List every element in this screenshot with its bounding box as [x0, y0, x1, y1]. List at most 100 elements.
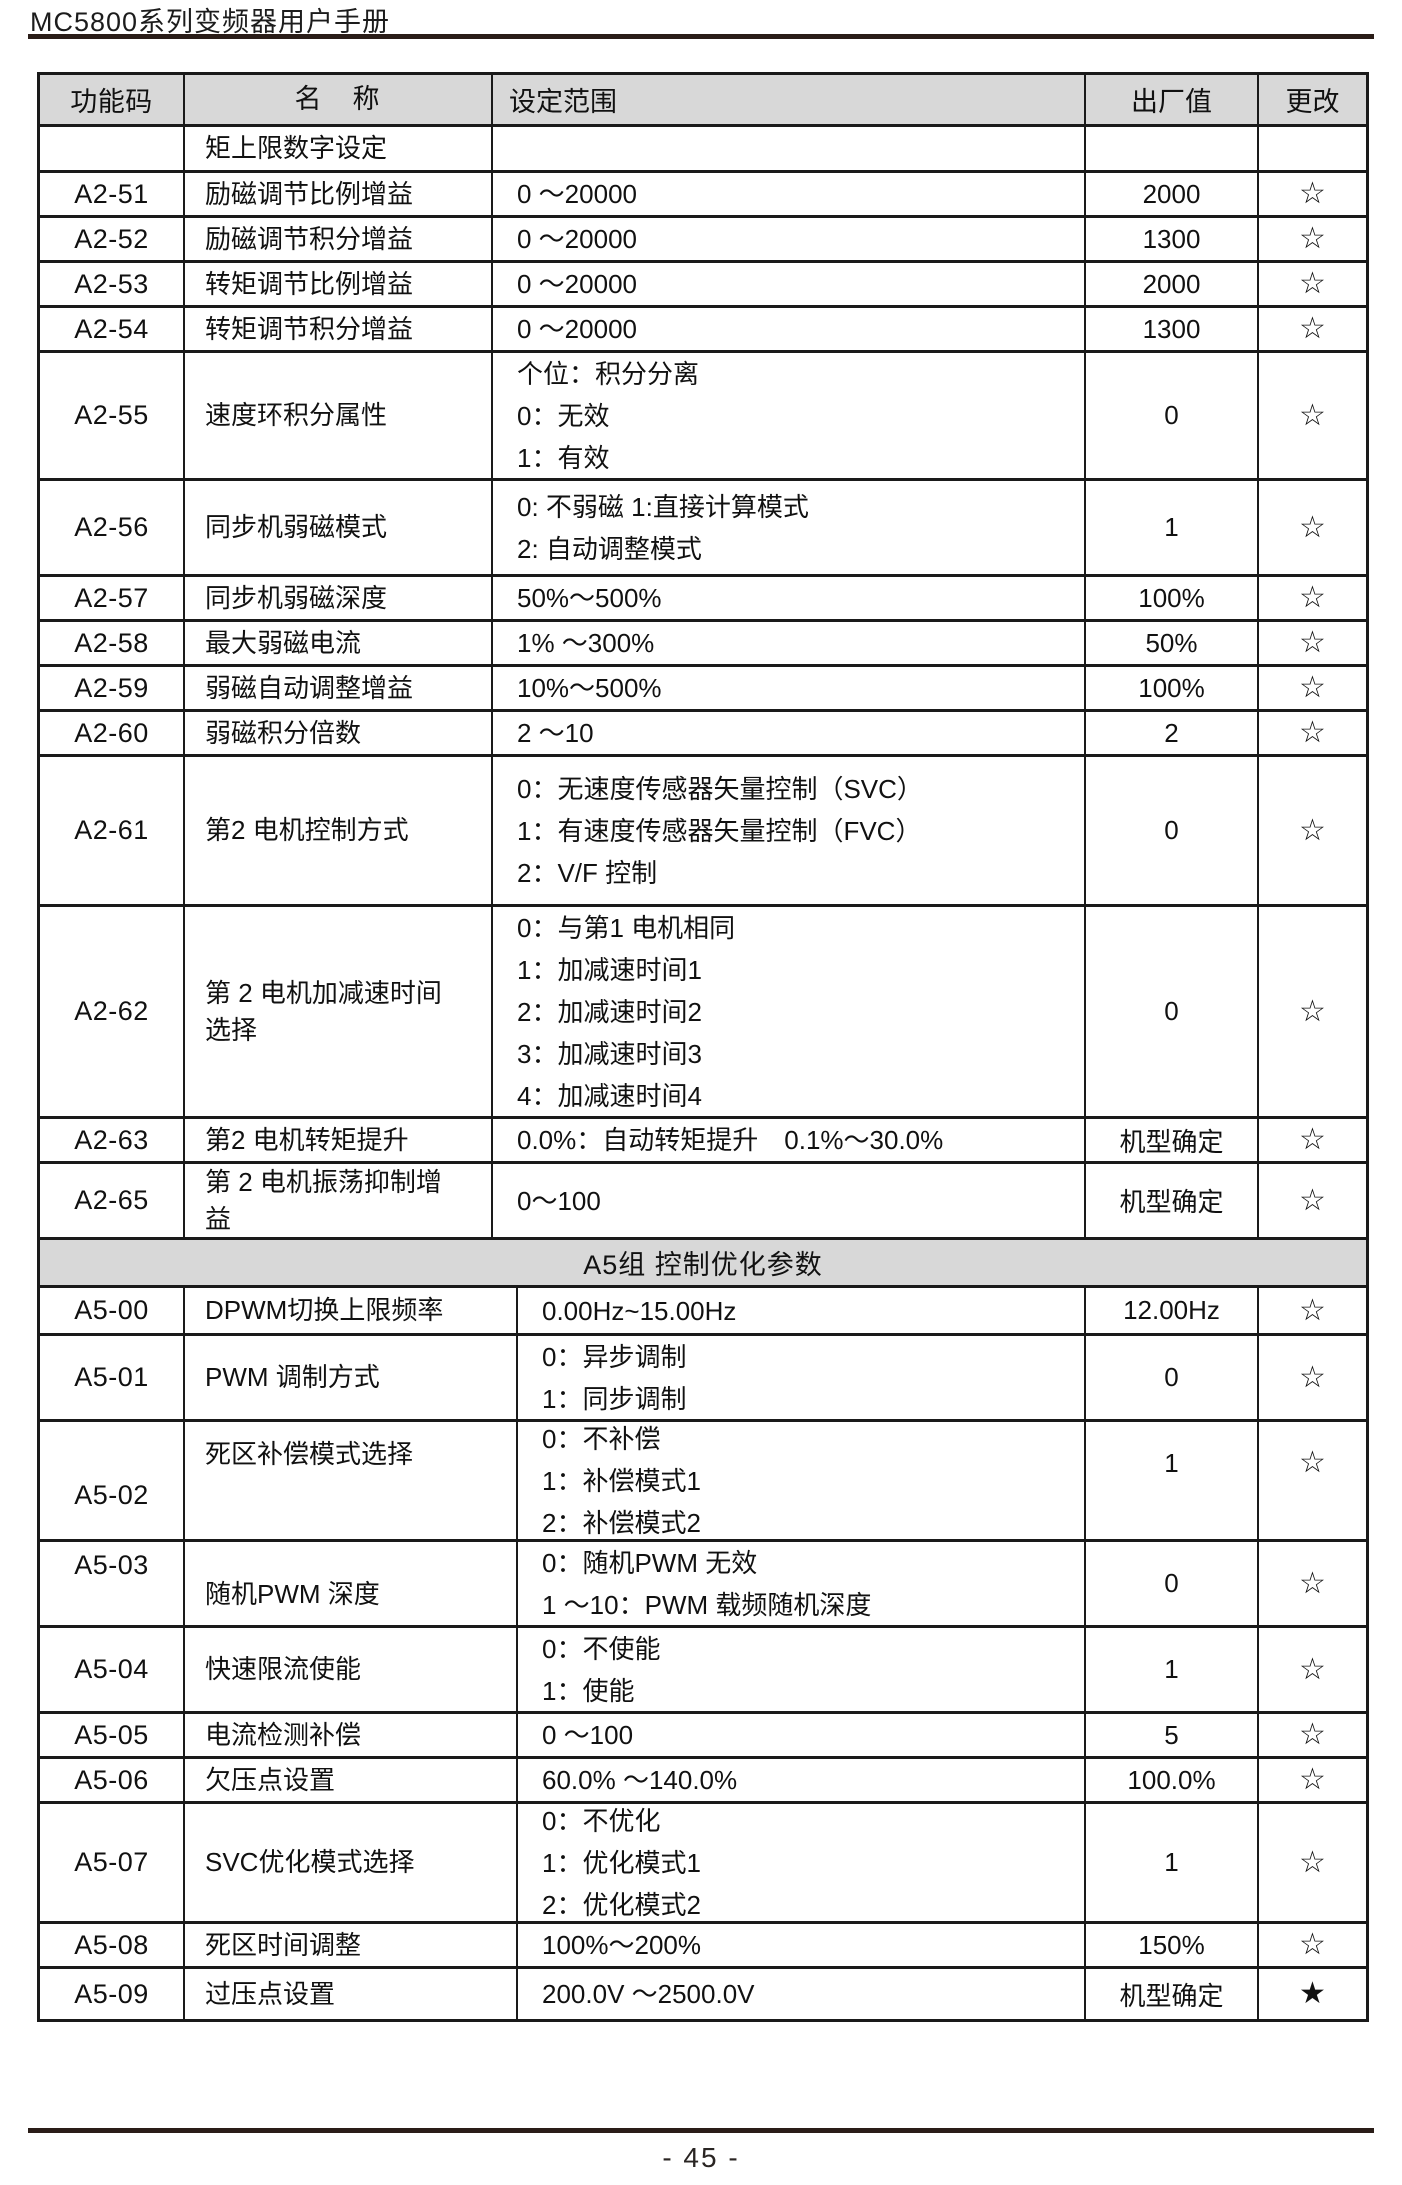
- cell-setting-range: 0：无速度传感器矢量控制（SVC） 1：有速度传感器矢量控制（FVC） 2：V/F …: [493, 757, 1086, 904]
- cell-function-code: A2-58: [40, 622, 185, 664]
- cell-function-code: A2-61: [40, 757, 185, 904]
- cell-change: ☆: [1259, 1628, 1366, 1711]
- table-row: A2-51 励磁调节比例增益 0 ～20000 2000 ☆: [40, 173, 1366, 218]
- table-row: A2-63 第2 电机转矩提升 0.0%：自动转矩提升 0.1%～30.0% 机型确定…: [40, 1119, 1366, 1164]
- cell-setting-range: 10%～500%: [493, 667, 1086, 709]
- cell-parameter-name: 最大弱磁电流: [185, 622, 493, 664]
- range-line: 1 ～10：PWM 载频随机深度: [542, 1589, 872, 1620]
- table-row: A5-04 快速限流使能 0：不使能 1：使能 1 ☆: [40, 1628, 1366, 1714]
- range-line: 0：与第1 电机相同: [517, 912, 736, 943]
- cell-parameter-name: 转矩调节积分增益: [185, 308, 493, 350]
- table-row: A5-02 死区补偿模式选择 0：不补偿 1：补偿模式1 2：补偿模式2 1 ☆: [40, 1422, 1366, 1542]
- cell-function-code: A2-51: [40, 173, 185, 215]
- cell-parameter-name: 随机PWM 深度: [185, 1542, 518, 1625]
- cell-parameter-name: 死区时间调整: [185, 1924, 518, 1966]
- table-row: A2-56 同步机弱磁模式 0: 不弱磁 1:直接计算模式 2: 自动调整模式 1 ☆: [40, 481, 1366, 577]
- cell-setting-range: 0：不使能 1：使能: [518, 1628, 1086, 1711]
- star-outline-icon: ☆: [1299, 177, 1326, 210]
- range-line: 1：有效: [517, 442, 610, 473]
- cell-setting-range: 2 ～10: [493, 712, 1086, 754]
- table-row: 矩上限数字设定: [40, 127, 1366, 173]
- cell-function-code: A2-62: [40, 907, 185, 1116]
- range-line: 2：V/F 控制: [517, 857, 658, 888]
- column-header-default: 出厂值: [1086, 75, 1259, 124]
- star-outline-icon: ☆: [1299, 1763, 1326, 1796]
- range-line: 1：同步调制: [542, 1383, 687, 1414]
- cell-setting-range: 0：异步调制 1：同步调制: [518, 1336, 1086, 1419]
- cell-factory-default: 150%: [1086, 1924, 1259, 1966]
- cell-setting-range: 50%～500%: [493, 577, 1086, 619]
- cell-parameter-name: PWM 调制方式: [185, 1336, 518, 1419]
- cell-change: ☆: [1259, 1422, 1366, 1539]
- range-line: 2：加减速时间2: [517, 996, 702, 1027]
- cell-parameter-name: 矩上限数字设定: [185, 127, 493, 170]
- cell-change: ☆: [1259, 1119, 1366, 1161]
- cell-parameter-name: 第2 电机控制方式: [185, 757, 493, 904]
- range-line: 0～100: [517, 1185, 601, 1216]
- cell-parameter-name: 第 2 电机加减速时间选择: [185, 907, 493, 1116]
- cell-parameter-name: 第2 电机转矩提升: [185, 1119, 493, 1161]
- cell-parameter-name: 欠压点设置: [185, 1759, 518, 1801]
- cell-change: ☆: [1259, 712, 1366, 754]
- star-outline-icon: ☆: [1299, 716, 1326, 749]
- cell-change: ☆: [1259, 667, 1366, 709]
- cell-factory-default: 0: [1086, 1542, 1259, 1625]
- cell-function-code: A5-06: [40, 1759, 185, 1801]
- range-line: 0 ～20000: [517, 269, 637, 299]
- table-row: A2-62 第 2 电机加减速时间选择 0：与第1 电机相同 1：加减速时间1 2：加减…: [40, 907, 1366, 1119]
- cell-parameter-name: 励磁调节积分增益: [185, 218, 493, 260]
- cell-setting-range: 0：不补偿 1：补偿模式1 2：补偿模式2: [518, 1422, 1086, 1539]
- range-line: 1：补偿模式1: [542, 1465, 701, 1496]
- range-line: 0 ～20000: [517, 314, 637, 344]
- cell-parameter-name: 弱磁自动调整增益: [185, 667, 493, 709]
- range-line: 0 ～20000: [517, 224, 637, 254]
- cell-function-code: A2-65: [40, 1164, 185, 1237]
- star-outline-icon: ☆: [1299, 398, 1326, 432]
- cell-factory-default: 机型确定: [1086, 1969, 1259, 2019]
- cell-change: ☆: [1259, 173, 1366, 215]
- star-outline-icon: ☆: [1299, 671, 1326, 704]
- cell-change: ☆: [1259, 1542, 1366, 1625]
- cell-change: ☆: [1259, 353, 1366, 478]
- range-line: 4：加减速时间4: [517, 1080, 702, 1111]
- star-outline-icon: ☆: [1299, 1446, 1326, 1479]
- cell-setting-range: [493, 127, 1086, 170]
- header-rule: [28, 34, 1374, 39]
- star-outline-icon: ☆: [1299, 1718, 1326, 1751]
- page-number: - 45 -: [662, 2142, 740, 2173]
- cell-setting-range: 0 ～20000: [493, 308, 1086, 350]
- cell-function-code: A2-54: [40, 308, 185, 350]
- table-row: A2-61 第2 电机控制方式 0：无速度传感器矢量控制（SVC） 1：有速度传感器矢…: [40, 757, 1366, 907]
- cell-change: ☆: [1259, 1804, 1366, 1921]
- cell-setting-range: 0 ～20000: [493, 218, 1086, 260]
- cell-parameter-name: 死区补偿模式选择: [185, 1422, 518, 1539]
- cell-setting-range: 0: 不弱磁 1:直接计算模式 2: 自动调整模式: [493, 481, 1086, 574]
- cell-change: [1259, 127, 1366, 170]
- table-row: A2-53 转矩调节比例增益 0 ～20000 2000 ☆: [40, 263, 1366, 308]
- range-line: 0: 不弱磁 1:直接计算模式: [517, 491, 809, 522]
- cell-factory-default: 50%: [1086, 622, 1259, 664]
- cell-factory-default: 机型确定: [1086, 1164, 1259, 1237]
- cell-parameter-name: SVC优化模式选择: [185, 1804, 518, 1921]
- cell-factory-default: [1086, 127, 1259, 170]
- cell-function-code: A5-02: [40, 1422, 185, 1539]
- range-line: 0 ～20000: [517, 179, 637, 209]
- star-outline-icon: ☆: [1299, 1183, 1326, 1217]
- column-header-range: 设定范围: [493, 75, 1086, 124]
- cell-factory-default: 机型确定: [1086, 1119, 1259, 1161]
- table-row: A2-54 转矩调节积分增益 0 ～20000 1300 ☆: [40, 308, 1366, 353]
- cell-parameter-name: 电流检测补偿: [185, 1714, 518, 1756]
- cell-function-code: A2-55: [40, 353, 185, 478]
- cell-parameter-name: DPWM切换上限频率: [185, 1288, 518, 1333]
- range-line: 1：有速度传感器矢量控制（FVC）: [517, 815, 922, 846]
- range-line: 0：随机PWM 无效: [542, 1547, 758, 1578]
- table-row: A2-52 励磁调节积分增益 0 ～20000 1300 ☆: [40, 218, 1366, 263]
- star-outline-icon: ☆: [1299, 1360, 1326, 1394]
- cell-change: ☆: [1259, 1759, 1366, 1801]
- cell-parameter-name: 同步机弱磁模式: [185, 481, 493, 574]
- star-outline-icon: ☆: [1299, 1652, 1326, 1686]
- star-outline-icon: ☆: [1299, 626, 1326, 659]
- cell-factory-default: 1: [1086, 1628, 1259, 1711]
- cell-function-code: A5-07: [40, 1804, 185, 1921]
- range-line: 2：补偿模式2: [542, 1507, 701, 1538]
